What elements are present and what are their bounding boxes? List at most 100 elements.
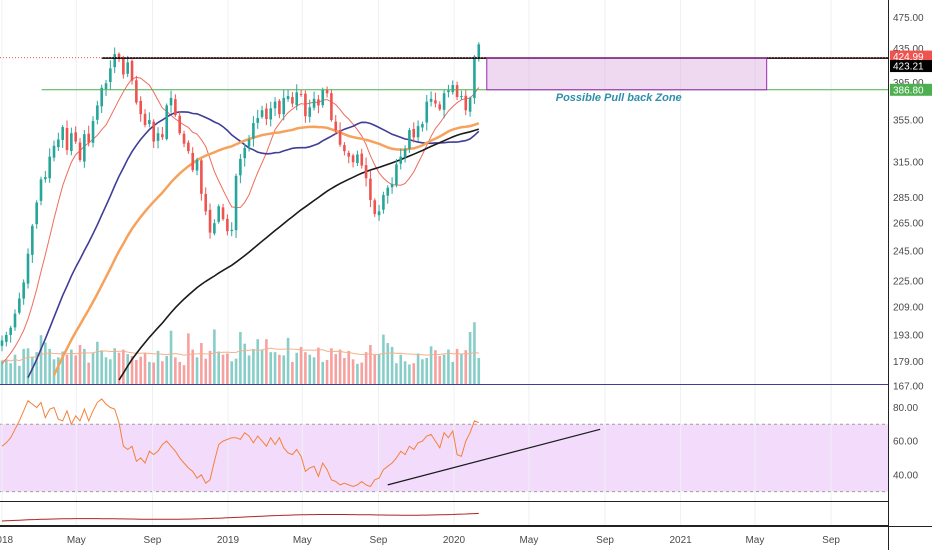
price-tag-1: 423.21 [890,60,932,73]
volume-bar [126,354,129,384]
volume-bar [260,349,264,384]
volume-bar [382,334,385,384]
volume-bar [226,353,229,384]
candle [325,86,329,98]
candle [109,60,112,91]
volume-bar [169,330,173,384]
pullback-zone-label: Possible Pull back Zone [556,92,682,104]
candle [148,112,151,128]
candle [460,90,463,100]
volume-bar [464,350,468,384]
candle [421,121,424,132]
candle [291,92,294,108]
candle [308,99,312,123]
volume-bar [44,342,47,384]
volume-bar [338,349,342,384]
volume-bar [187,333,190,384]
rsi-trendline[interactable] [387,428,601,486]
volume-bar [221,354,225,384]
candle [96,100,99,125]
candle [152,119,155,149]
candle [130,59,134,85]
candle [39,176,43,206]
volume-bar [364,352,368,384]
x-tick-label: Sep [822,535,840,546]
volume-bars [0,322,481,384]
candle [247,135,251,152]
y-tick-label: 245.00 [893,246,924,257]
volume-ma-line [1,347,479,362]
volume-bar [165,356,169,384]
volume-bar [434,350,437,384]
svg-text:423.21: 423.21 [893,62,924,73]
candle [403,145,407,163]
candle [429,91,433,107]
volume-bar [26,348,30,384]
volume-bar [96,341,99,384]
volume-bar [412,363,416,384]
volume-bar [243,343,247,384]
candle [434,92,437,108]
volume-bar [351,359,355,384]
candle [351,153,355,168]
candle [256,109,260,129]
x-tick-label: 2019 [217,535,240,546]
candle [169,90,173,113]
volume-bar [135,359,138,384]
x-tick-label: May [745,535,764,546]
candle [473,55,476,104]
volume-bar [291,361,294,384]
candle [83,129,86,168]
y-tick-label: 355.00 [893,116,924,127]
price-tag-2: 386.80 [890,83,932,96]
volume-bar [473,322,476,384]
volume-bar [204,358,208,384]
volume-bar [416,353,420,384]
volume-bar [442,354,446,384]
pullback-zone-rect[interactable] [486,57,768,91]
y-tick-label: 475.00 [893,13,924,24]
volume-bar [113,348,116,384]
candle [5,331,8,347]
candle [304,90,307,123]
candle [425,94,429,131]
candle [239,153,242,184]
volume-bar [182,365,186,384]
y-tick-label: 265.00 [893,219,924,230]
time-axis: 2018 May Sep 2019 May Sep 2020 May Sep 2021 May Sep [0,535,840,546]
candle [234,173,238,238]
rsi-band [0,424,888,492]
candle [182,130,186,148]
volume-bar [282,355,286,384]
candle [282,89,286,121]
candle [412,122,416,143]
price-panel[interactable] [0,0,888,384]
volume-bar [22,348,25,384]
candle [187,140,190,154]
candle [52,140,56,162]
candle [48,148,51,183]
volume-bar [321,361,325,384]
volume-bar [13,354,17,384]
candle [126,55,129,78]
candle [61,125,64,149]
volume-bar [57,357,60,384]
x-tick-label: 2018 [0,535,14,546]
candle [395,158,398,188]
volume-bar [217,351,221,384]
volume-bar [330,348,333,384]
candle [217,204,221,224]
y-tick-label: 315.00 [893,158,924,169]
lower-indicator-line [1,512,479,522]
candle [31,224,34,263]
volume-bar [403,361,407,384]
y-tick-label: 179.00 [893,357,924,368]
candle [273,97,277,117]
candle [65,120,69,155]
volume-bar [35,352,38,384]
volume-bar [460,354,463,384]
volume-bar [451,361,455,384]
candle [174,94,177,117]
volume-bar [100,350,103,384]
